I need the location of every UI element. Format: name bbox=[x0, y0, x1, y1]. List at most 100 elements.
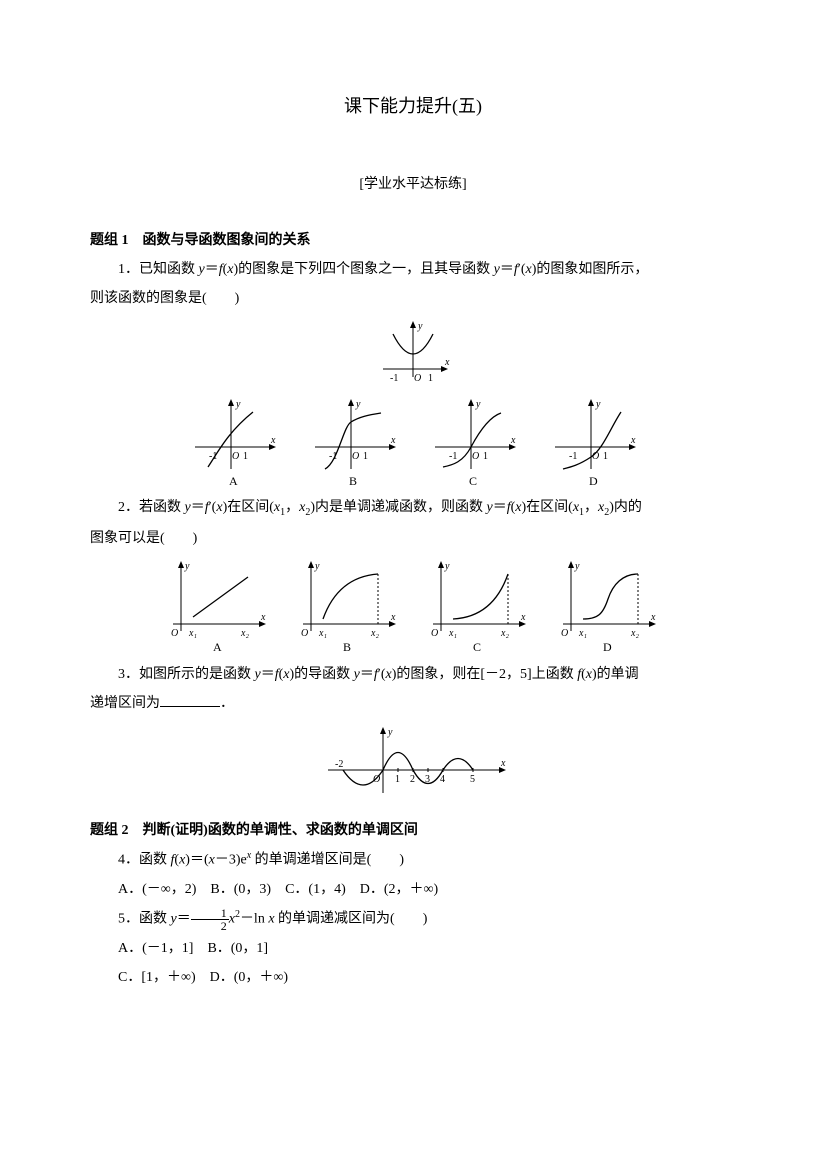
q2-opt-a: O x₁ x₂ y x A bbox=[163, 559, 273, 654]
svg-text:O: O bbox=[592, 451, 599, 462]
section1-heading: 题组 1 函数与导函数图象间的关系 bbox=[90, 228, 736, 253]
svg-text:O: O bbox=[472, 451, 479, 462]
svg-text:3: 3 bbox=[425, 774, 430, 785]
q2-t1: 2．若函数 bbox=[118, 500, 185, 515]
q2-c2: ， bbox=[584, 500, 598, 515]
svg-text:4: 4 bbox=[440, 774, 445, 785]
q1-opt-c: -1 O 1 y x C bbox=[423, 397, 523, 487]
svg-text:y: y bbox=[444, 561, 450, 572]
svg-text:x₂: x₂ bbox=[240, 628, 249, 639]
lbl-neg1: -1 bbox=[390, 373, 398, 384]
svg-text:y: y bbox=[475, 399, 481, 410]
q5-options-cd: C．[1，＋∞) D．(0，＋∞) bbox=[118, 965, 736, 990]
svg-text:y: y bbox=[184, 561, 190, 572]
q5-den: 2 bbox=[191, 920, 229, 932]
q5-opta: A．(－1，1] bbox=[118, 941, 193, 956]
q2-eq2: ＝ bbox=[493, 500, 507, 515]
q2-t2: )在区间( bbox=[223, 500, 274, 515]
q5-optb: B．(0，1] bbox=[207, 941, 268, 956]
q5-num: 1 bbox=[191, 907, 229, 920]
q5-optd: D．(0，＋∞) bbox=[210, 970, 288, 985]
q2-opt-b-label: B bbox=[343, 640, 351, 654]
q2-opt-d-label: D bbox=[603, 640, 612, 654]
svg-text:y: y bbox=[387, 727, 393, 738]
q3-t3: )的图象，则在[－2，5]上函数 bbox=[392, 667, 578, 682]
q1-opt-b-label: B bbox=[349, 474, 357, 487]
svg-text:1: 1 bbox=[395, 774, 400, 785]
lbl-O: O bbox=[414, 373, 421, 384]
q3-graph: -2 O 1 2 3 4 5 y x bbox=[90, 725, 736, 810]
q2-opt-b: O x₁ x₂ y x B bbox=[293, 559, 403, 654]
q1-options-row: -1 O 1 y x A -1 O 1 y x B bbox=[90, 397, 736, 487]
q3-pr: ′( bbox=[378, 667, 386, 682]
q1-t2: )的图象是下列四个图象之一，且其导函数 bbox=[234, 262, 494, 277]
q4-stem: 4．函数 f(x)＝(x－3)ex 的单调递增区间是( ) bbox=[90, 847, 736, 873]
lbl-y: y bbox=[417, 321, 423, 332]
q1-t3: )的图象如图所示， bbox=[532, 262, 649, 277]
svg-text:O: O bbox=[431, 628, 438, 639]
q3-eq: ＝ bbox=[261, 667, 275, 682]
svg-text:x: x bbox=[260, 612, 266, 623]
q1-opt-b: -1 O 1 y x B bbox=[303, 397, 403, 487]
svg-text:-2: -2 bbox=[335, 759, 343, 770]
q1-opt-a-label: A bbox=[229, 474, 238, 487]
page-subtitle: [学业水平达标练] bbox=[90, 172, 736, 197]
svg-text:y: y bbox=[235, 399, 241, 410]
svg-text:x: x bbox=[650, 612, 656, 623]
lbl-x: x bbox=[444, 357, 450, 368]
svg-text:y: y bbox=[314, 561, 320, 572]
svg-text:x: x bbox=[390, 612, 396, 623]
q5-stem: 5．函数 y＝12x2－ln x 的单调递减区间为( ) bbox=[90, 906, 736, 932]
q4-optc: C．(1，4) bbox=[285, 882, 346, 897]
q1-stem: 1．已知函数 y＝f(x)的图象是下列四个图象之一，且其导函数 y＝f′(x)的… bbox=[90, 257, 736, 282]
q4-t1: 4．函数 bbox=[118, 852, 171, 867]
q2-c1: ， bbox=[285, 500, 299, 515]
q2-t3: )内是单调递减函数，则函数 bbox=[310, 500, 486, 515]
svg-text:-1: -1 bbox=[209, 451, 217, 462]
svg-text:O: O bbox=[352, 451, 359, 462]
q5-options-ab: A．(－1，1] B．(0，1] bbox=[118, 936, 736, 961]
q5-eq: ＝ bbox=[177, 911, 191, 926]
q1-line2: 则该函数的图象是( ) bbox=[90, 286, 736, 311]
q3-t4: )的单调 bbox=[592, 667, 639, 682]
q1-top-graph: -1 O 1 y x bbox=[90, 319, 736, 389]
svg-text:O: O bbox=[232, 451, 239, 462]
q4-options: A．(－∞，2) B．(0，3) C．(1，4) D．(2，＋∞) bbox=[118, 877, 736, 902]
svg-text:1: 1 bbox=[243, 451, 248, 462]
q3-l2b: ． bbox=[220, 696, 234, 711]
q4-optb: B．(0，3) bbox=[210, 882, 271, 897]
svg-text:x₁: x₁ bbox=[578, 628, 587, 639]
svg-text:y: y bbox=[595, 399, 601, 410]
section2-heading: 题组 2 判断(证明)函数的单调性、求函数的单调区间 bbox=[90, 818, 736, 843]
q3-t2: )的导函数 bbox=[290, 667, 354, 682]
q2-t5: )内的 bbox=[609, 500, 642, 515]
q3-eq2: ＝ bbox=[360, 667, 374, 682]
q3-stem: 3．如图所示的是函数 y＝f(x)的导函数 y＝f′(x)的图象，则在[－2，5… bbox=[90, 662, 736, 687]
svg-text:-1: -1 bbox=[329, 451, 337, 462]
svg-text:1: 1 bbox=[363, 451, 368, 462]
q1-opt-c-label: C bbox=[469, 474, 477, 487]
q1-opt-a: -1 O 1 y x A bbox=[183, 397, 283, 487]
q3-t1: 3．如图所示的是函数 bbox=[118, 667, 255, 682]
q5-t2: －ln bbox=[240, 911, 268, 926]
svg-text:O: O bbox=[171, 628, 178, 639]
q3-blank bbox=[160, 693, 220, 707]
q5-optc: C．[1，＋∞) bbox=[118, 970, 196, 985]
q4-optd: D．(2，＋∞) bbox=[360, 882, 438, 897]
q3-line2: 递增区间为． bbox=[90, 691, 736, 716]
svg-text:x: x bbox=[500, 758, 506, 769]
q2-t4: )在区间( bbox=[522, 500, 573, 515]
svg-text:x₂: x₂ bbox=[630, 628, 639, 639]
q1-opt-d-label: D bbox=[589, 474, 598, 487]
svg-text:-1: -1 bbox=[449, 451, 457, 462]
svg-text:O: O bbox=[373, 774, 380, 785]
q2-options-row: O x₁ x₂ y x A O x₁ x₂ y x B bbox=[90, 559, 736, 654]
q2-eq: ＝ bbox=[191, 500, 205, 515]
svg-text:2: 2 bbox=[410, 774, 415, 785]
svg-text:-1: -1 bbox=[569, 451, 577, 462]
svg-text:O: O bbox=[561, 628, 568, 639]
q4-t3: －3)e bbox=[215, 852, 247, 867]
q2-opt-d: O x₁ x₂ y x D bbox=[553, 559, 663, 654]
q4-t4: 的单调递增区间是( ) bbox=[251, 852, 404, 867]
svg-text:x₁: x₁ bbox=[318, 628, 327, 639]
